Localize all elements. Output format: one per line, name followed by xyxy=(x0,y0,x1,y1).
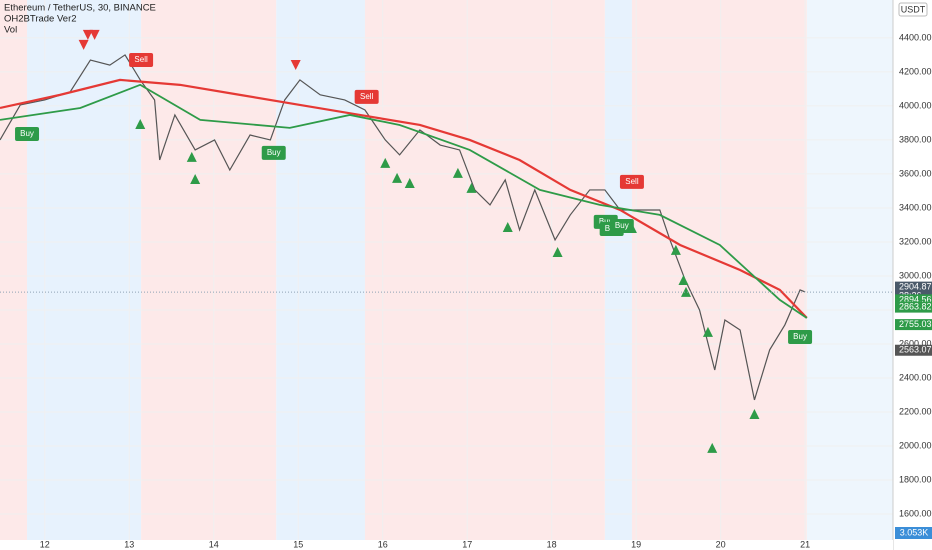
buy-marker xyxy=(466,182,477,193)
sell-marker xyxy=(89,29,100,40)
sell-marker xyxy=(290,59,301,70)
signal-label: Buy xyxy=(267,148,281,157)
buy-marker xyxy=(380,157,391,168)
x-tick-label: 16 xyxy=(378,539,388,549)
indicator-label: Vol xyxy=(4,25,17,36)
y-tick-label: 4000.00 xyxy=(899,100,932,110)
y-tick-label: 2000.00 xyxy=(899,440,932,450)
price-tag-label: 2563.07 xyxy=(899,345,932,355)
plot-area: BuyBuyBuyBuyBuyBuySellSellSell xyxy=(0,0,893,540)
y-tick-label: 3200.00 xyxy=(899,236,932,246)
y-tick-label: 2200.00 xyxy=(899,406,932,416)
chart-title: Ethereum / TetherUS, 30, BINANCE xyxy=(4,3,156,14)
time-axis xyxy=(0,540,893,550)
currency-box xyxy=(898,2,928,17)
signal-box xyxy=(788,329,813,344)
buy-marker xyxy=(190,174,201,185)
price-tag xyxy=(895,301,932,313)
signal-label: Buy xyxy=(615,221,629,230)
signal-box xyxy=(15,126,40,141)
x-tick-label: 21 xyxy=(800,539,810,549)
price-axis xyxy=(893,0,932,550)
y-tick-label: 2600.00 xyxy=(899,338,932,348)
y-tick-label: 4200.00 xyxy=(899,66,932,76)
buy-marker xyxy=(135,118,146,129)
x-tick-label: 13 xyxy=(124,539,134,549)
signal-label: Sell xyxy=(360,92,374,101)
background-band xyxy=(604,0,632,540)
price-tag-label: 2894.56 xyxy=(899,294,932,304)
sell-marker xyxy=(82,29,93,40)
price-tag xyxy=(895,294,932,306)
x-tick-label: 12 xyxy=(40,539,50,549)
y-tick-label: 3600.00 xyxy=(899,168,932,178)
x-tick-label: 17 xyxy=(462,539,472,549)
signal-label: Sell xyxy=(625,177,639,186)
x-tick-label: 18 xyxy=(547,539,557,549)
buy-marker xyxy=(452,167,463,178)
y-tick-label: 4400.00 xyxy=(899,32,932,42)
y-tick-label: 1800.00 xyxy=(899,474,932,484)
price-tag-label: 2755.03 xyxy=(899,319,932,329)
background-band xyxy=(0,0,28,540)
x-tick-label: 20 xyxy=(716,539,726,549)
signal-box xyxy=(609,218,634,233)
signal-label: Buy xyxy=(599,217,613,226)
x-tick-label: 15 xyxy=(293,539,303,549)
buy-marker xyxy=(702,326,713,337)
indicator-label: OH2BTrade Ver2 xyxy=(4,14,77,25)
price-line xyxy=(0,83,808,319)
volume-label: 3.053K xyxy=(900,527,929,537)
buy-marker xyxy=(404,177,415,188)
signal-box xyxy=(354,89,379,104)
background-band xyxy=(806,0,893,540)
price-tag-label: 2863.82 xyxy=(899,301,932,311)
buy-marker xyxy=(392,172,403,183)
background-band xyxy=(364,0,605,540)
signal-label: Buy xyxy=(20,129,34,138)
signal-label: Sell xyxy=(134,55,148,64)
buy-marker xyxy=(186,151,197,162)
buy-marker xyxy=(552,246,563,257)
signal-label: Buy xyxy=(793,332,807,341)
buy-marker xyxy=(678,275,689,286)
y-tick-label: 1600.00 xyxy=(899,508,932,518)
price-tag-label: 2904.87 xyxy=(899,282,932,292)
background-band xyxy=(276,0,365,540)
y-tick-label: 3000.00 xyxy=(899,270,932,280)
buy-marker xyxy=(670,244,681,255)
buy-marker xyxy=(749,409,760,420)
signal-box xyxy=(129,53,154,68)
x-tick-label: 19 xyxy=(631,539,641,549)
buy-marker xyxy=(681,286,692,297)
currency-label: USDT xyxy=(901,4,926,14)
sell-marker xyxy=(78,39,89,50)
x-tick-label: 14 xyxy=(209,539,219,549)
y-tick-label: 3800.00 xyxy=(899,134,932,144)
background-band xyxy=(631,0,807,540)
buy-marker xyxy=(502,221,513,232)
y-tick-label: 3400.00 xyxy=(899,202,932,212)
signal-box xyxy=(261,145,286,160)
price-line xyxy=(0,78,808,319)
buy-marker xyxy=(707,442,718,453)
y-tick-label: 2400.00 xyxy=(899,372,932,382)
background-band xyxy=(141,0,277,540)
signal-box xyxy=(619,174,644,189)
volume-tag xyxy=(895,527,932,539)
price-tag xyxy=(895,319,932,331)
price-line xyxy=(0,54,806,401)
price-tag xyxy=(895,344,932,356)
